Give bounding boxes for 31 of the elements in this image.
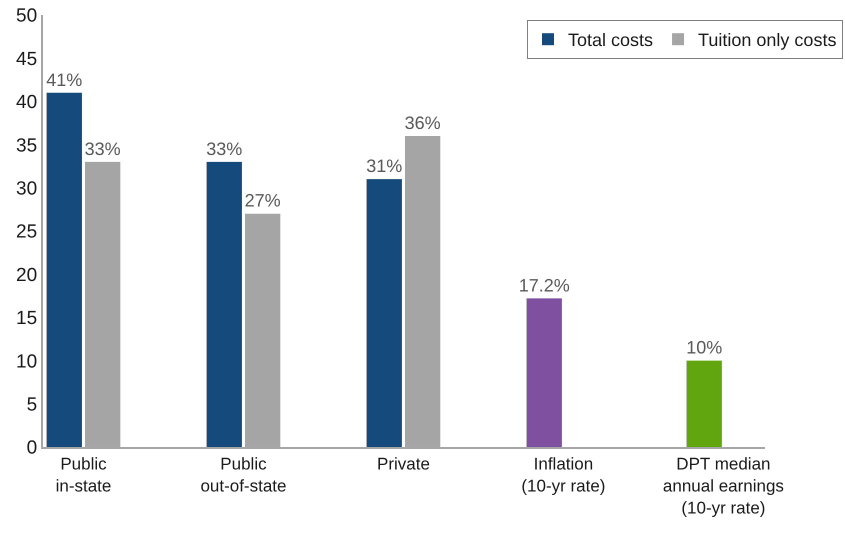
bar xyxy=(46,92,82,447)
y-tick-label: 30 xyxy=(16,178,38,200)
y-tick-label: 5 xyxy=(26,394,38,416)
legend-label: Tuition only costs xyxy=(698,30,836,50)
y-tick-label: 0 xyxy=(26,438,38,459)
legend-label: Total costs xyxy=(568,30,654,50)
data-label: 33% xyxy=(206,138,242,159)
y-tick-label: 50 xyxy=(16,6,38,27)
bar xyxy=(686,360,722,447)
data-label: 41% xyxy=(46,70,82,90)
bar xyxy=(526,298,562,447)
x-tick-label: Public in-state xyxy=(56,454,112,496)
data-label: 36% xyxy=(404,112,441,133)
bar xyxy=(366,179,402,447)
bar xyxy=(206,162,242,447)
y-tick-label: 15 xyxy=(16,308,38,330)
data-label: 17.2% xyxy=(518,275,570,296)
x-tick-label: Private xyxy=(376,454,430,474)
y-tick-label: 35 xyxy=(16,135,38,156)
y-tick-label: 10 xyxy=(16,351,38,372)
x-tick-label: Inflation (10-yr rate) xyxy=(521,454,606,496)
x-tick-label: Public out-of-state xyxy=(200,454,286,496)
x-tick-label: DPT median annual earnings (10-yr rate) xyxy=(662,454,784,518)
y-tick-label: 45 xyxy=(16,48,38,70)
data-label: 33% xyxy=(84,138,121,159)
data-label: 27% xyxy=(244,190,281,211)
y-tick-label: 40 xyxy=(16,92,38,114)
y-tick-label: 20 xyxy=(16,264,38,286)
data-label: 10% xyxy=(686,338,722,358)
y-tick-label: 25 xyxy=(16,222,38,243)
data-label: 31% xyxy=(366,156,402,176)
